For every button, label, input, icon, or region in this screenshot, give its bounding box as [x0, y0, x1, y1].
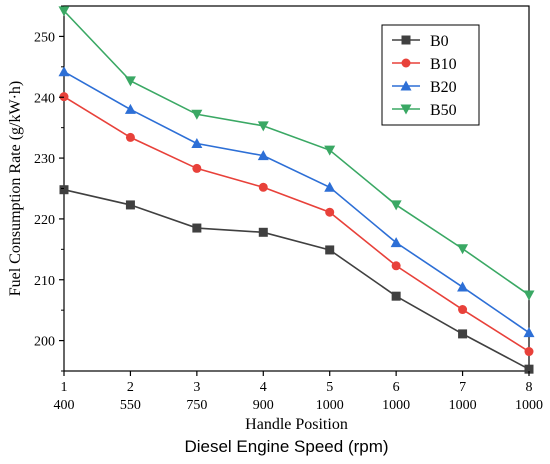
data-point	[523, 327, 535, 338]
series-b10	[59, 92, 534, 357]
secondary-x-axis-title: Diesel Engine Speed (rpm)	[184, 437, 388, 456]
secondary-x-tick-label: 550	[120, 398, 141, 413]
data-point	[324, 145, 336, 156]
x-axis-title: Handle Position	[245, 416, 348, 433]
data-point	[58, 6, 70, 17]
x-tick-label: 5	[326, 380, 333, 395]
data-point	[390, 200, 402, 211]
data-point	[390, 237, 402, 248]
x-tick-label: 4	[260, 380, 267, 395]
data-point	[58, 66, 70, 77]
y-tick-label: 220	[34, 213, 55, 228]
x-tick-label: 3	[193, 380, 200, 395]
secondary-x-tick-label: 400	[54, 398, 75, 413]
data-point	[325, 245, 335, 255]
data-point	[59, 92, 69, 102]
series-b20	[58, 66, 535, 338]
data-point	[125, 132, 135, 142]
data-point	[125, 200, 135, 210]
data-point	[192, 223, 202, 233]
secondary-x-tick-label: 1000	[316, 398, 344, 413]
y-tick-label: 240	[34, 91, 55, 106]
data-point	[191, 109, 203, 120]
legend: B0 B10 B20 B50	[381, 24, 480, 126]
legend-marker-b0	[401, 35, 411, 45]
data-point	[324, 181, 336, 192]
y-axis: 200 210 220 230 240 250	[34, 5, 64, 372]
secondary-x-tick-label: 1000	[449, 398, 477, 413]
data-point	[523, 290, 535, 301]
series-line	[63, 188, 530, 370]
x-tick-label: 6	[393, 380, 400, 395]
secondary-x-tick-label: 1000	[382, 398, 410, 413]
series-layer	[58, 6, 535, 374]
secondary-x-tick-label: 750	[186, 398, 207, 413]
y-tick-label: 210	[34, 274, 55, 289]
data-point	[124, 103, 136, 114]
series-b50	[58, 6, 535, 301]
data-point	[391, 291, 401, 301]
secondary-x-tick-label: 900	[253, 398, 274, 413]
series-b0	[59, 185, 534, 374]
data-point	[457, 244, 469, 255]
data-point	[391, 261, 401, 271]
data-point	[257, 150, 269, 161]
y-tick-label: 230	[34, 152, 55, 167]
data-point	[458, 329, 468, 339]
data-point	[191, 137, 203, 148]
legend-marker-b10	[401, 58, 411, 68]
data-point	[258, 227, 268, 237]
data-point	[258, 182, 268, 192]
x-tick-label: 8	[526, 380, 533, 395]
data-point	[325, 207, 335, 217]
y-tick-label: 250	[34, 30, 55, 45]
data-point	[524, 364, 534, 374]
series-line	[63, 95, 530, 353]
legend-marker-b50	[400, 104, 412, 115]
data-point	[457, 281, 469, 292]
y-axis-title: Fuel Consumption Rate (g/kW·h)	[7, 81, 24, 297]
data-point	[192, 163, 202, 173]
data-point	[257, 121, 269, 132]
data-point	[124, 76, 136, 87]
legend-label-b20: B20	[430, 79, 457, 96]
secondary-x-tick-label: 1000	[515, 398, 543, 413]
y-tick-label: 200	[34, 335, 55, 350]
data-point	[524, 347, 534, 357]
x-tick-label: 7	[459, 380, 466, 395]
legend-marker-b20	[400, 80, 412, 91]
legend-label-b50: B50	[430, 102, 457, 119]
legend-label-b0: B0	[430, 33, 449, 50]
series-line	[63, 10, 530, 296]
series-line	[63, 71, 530, 334]
x-tick-label: 2	[127, 380, 134, 395]
x-axis: 1 400 2 550 3 750 4 900 5 1000 6 1000 7 1000 8 1000	[54, 371, 543, 413]
x-tick-label: 1	[61, 380, 68, 395]
data-point	[458, 305, 468, 315]
legend-label-b10: B10	[430, 56, 457, 73]
data-point	[59, 185, 69, 195]
